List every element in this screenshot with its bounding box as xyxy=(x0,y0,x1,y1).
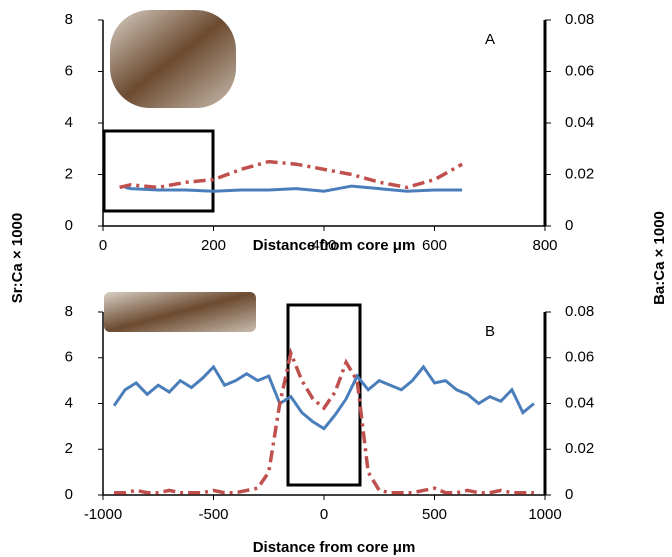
y2-tick-label: 0.02 xyxy=(565,440,594,457)
x-axis-label: Distance from core μm xyxy=(253,539,416,556)
y2-tick-label: 0.06 xyxy=(565,62,594,79)
y-tick-label: 2 xyxy=(65,440,73,457)
x-tick-label: 200 xyxy=(201,237,226,254)
highlight-box-b xyxy=(286,303,362,487)
data-line xyxy=(119,159,463,190)
x-tick-label: -500 xyxy=(198,506,228,523)
y2-axis-label: Ba:Ca × 1000 xyxy=(651,211,668,305)
y-tick-label: 6 xyxy=(65,349,73,366)
y2-tick-label: 0.06 xyxy=(565,349,594,366)
y2-tick-label: 0 xyxy=(565,217,573,234)
y2-tick-label: 0.08 xyxy=(565,303,594,320)
y-tick-label: 0 xyxy=(65,486,73,503)
otolith-photo-b xyxy=(104,292,256,332)
y2-tick-label: 0 xyxy=(565,486,573,503)
x-tick-label: 0 xyxy=(99,237,107,254)
y2-tick-label: 0.02 xyxy=(565,165,594,182)
x-tick-label: 800 xyxy=(532,237,557,254)
x-tick-label: 400 xyxy=(311,237,336,254)
highlight-box-a xyxy=(102,129,215,213)
y-tick-label: 4 xyxy=(65,114,73,131)
y-tick-label: 2 xyxy=(65,165,73,182)
y-tick-label: 0 xyxy=(65,217,73,234)
panel-label: A xyxy=(485,31,495,48)
y-axis-label: Sr:Ca × 1000 xyxy=(9,213,26,303)
y-tick-label: 8 xyxy=(65,303,73,320)
y2-tick-label: 0.04 xyxy=(565,114,594,131)
data-line xyxy=(112,364,535,431)
y-tick-label: 6 xyxy=(65,62,73,79)
x-tick-label: 0 xyxy=(320,506,328,523)
data-line xyxy=(124,184,463,193)
x-tick-label: 500 xyxy=(422,506,447,523)
data-line xyxy=(114,347,534,495)
x-tick-label: 600 xyxy=(422,237,447,254)
y-tick-label: 8 xyxy=(65,11,73,28)
x-tick-label: 1000 xyxy=(528,506,561,523)
y2-tick-label: 0.08 xyxy=(565,11,594,28)
otolith-photo-a xyxy=(110,10,236,108)
y2-tick-label: 0.04 xyxy=(565,394,594,411)
x-axis-label: Distance from core μm xyxy=(253,237,416,254)
panel-label: B xyxy=(485,323,495,340)
y-tick-label: 4 xyxy=(65,394,73,411)
x-tick-label: -1000 xyxy=(84,506,122,523)
